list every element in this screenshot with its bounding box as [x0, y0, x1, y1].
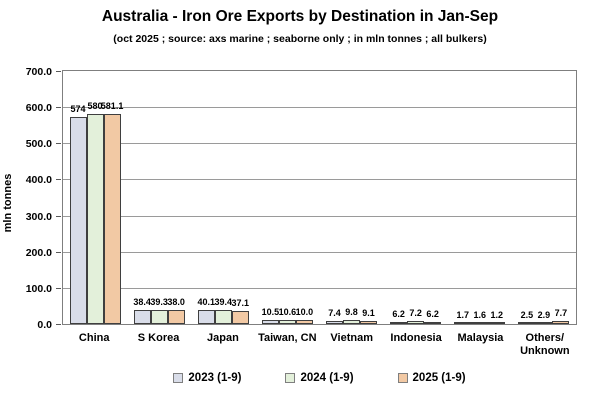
bar [167, 310, 185, 324]
bar-label: 580 [87, 101, 103, 111]
bar [197, 310, 215, 324]
bar [261, 320, 279, 324]
legend-swatch [173, 373, 184, 383]
bar [133, 310, 151, 324]
y-tick-mark [56, 179, 61, 181]
bar-label: 7.7 [554, 308, 568, 318]
x-category-label: S Korea [137, 332, 180, 344]
bar [518, 322, 536, 324]
bar-label: 574 [70, 104, 86, 114]
bar-label: 10.6 [278, 307, 297, 317]
gridline [63, 287, 576, 289]
bar-label: 9.1 [362, 308, 375, 318]
x-axis-categories: China S Korea Japan Taiwan, CN Vietnam Indone… [62, 332, 577, 358]
bar [214, 310, 232, 324]
bar [360, 321, 378, 324]
bar [471, 322, 489, 324]
bar [424, 322, 442, 324]
x-category-label: Others/ Unknown [520, 332, 570, 357]
legend: 2023 (1-9) 2024 (1-9) 2025 (1-9) [62, 372, 577, 384]
bar [488, 322, 506, 324]
plot-area: 574 38.4 40.1 10.5 7.4 6.2 1.7 2.5 580 39.3 39.4 10… [62, 70, 577, 325]
x-category-label: Vietnam [330, 332, 373, 344]
bar-label: 38.0 [167, 297, 185, 307]
bar [69, 117, 87, 324]
bar-label: 9.8 [345, 307, 358, 317]
bar [86, 114, 104, 324]
bar [231, 311, 249, 324]
y-tick-mark [56, 71, 61, 72]
y-tick-label: 600.0 [25, 102, 52, 115]
bar-label: 7.4 [328, 308, 341, 318]
y-tick-mark [56, 287, 61, 289]
bar [326, 321, 344, 324]
bar-label: 39.3 [150, 297, 168, 307]
bar-label: 10.0 [295, 307, 314, 317]
x-category-label: China [78, 332, 110, 344]
bar [407, 321, 425, 324]
bar-label: 1.2 [490, 310, 504, 320]
bar [454, 322, 472, 324]
bar [103, 114, 121, 324]
bar [343, 320, 361, 324]
gridline [63, 251, 576, 253]
x-category-label: Japan [207, 332, 239, 344]
y-tick-label: 300.0 [25, 210, 52, 223]
legend-swatch [285, 373, 296, 383]
bar [150, 310, 168, 324]
legend-item: 2024 (1-9) [285, 372, 354, 384]
gridline [63, 107, 576, 109]
bar-label: 2.5 [520, 310, 534, 320]
gridline [63, 143, 576, 145]
bar-label: 7.2 [409, 308, 422, 318]
bar-label: 38.4 [133, 297, 151, 307]
y-tick-mark [56, 251, 61, 253]
legend-swatch [397, 373, 408, 383]
legend-item: 2025 (1-9) [397, 372, 466, 384]
bar-label: 6.2 [392, 309, 405, 319]
y-tick-mark [56, 143, 61, 145]
legend-item: 2023 (1-9) [173, 372, 241, 384]
bar-label: 37.1 [231, 298, 250, 308]
bar [535, 322, 553, 324]
x-category-label: Indonesia [390, 332, 442, 344]
bar-label: 581.1 [100, 101, 124, 111]
y-tick-mark [56, 324, 61, 325]
y-tick-label: 200.0 [25, 246, 52, 259]
legend-label: 2023 (1-9) [188, 372, 242, 384]
legend-label: 2024 (1-9) [300, 372, 354, 384]
y-tick-label: 400.0 [25, 174, 52, 187]
bar-label: 40.1 [197, 297, 216, 307]
gridline [63, 179, 576, 181]
legend-label: 2025 (1-9) [412, 372, 466, 384]
chart-title: Australia - Iron Ore Exports by Destinat… [101, 8, 499, 25]
y-tick-label: 500.0 [25, 138, 52, 151]
bar [552, 321, 570, 324]
bar-label: 10.5 [261, 307, 280, 317]
bar-label: 1.6 [473, 310, 487, 320]
y-tick-label: 100.0 [25, 282, 52, 295]
gridline [63, 215, 576, 217]
bar-label: 2.9 [537, 310, 551, 320]
x-category-label: Malaysia [457, 332, 504, 344]
bar [295, 320, 313, 324]
bar [278, 320, 296, 324]
y-tick-label: 700.0 [25, 66, 52, 78]
chart-subtitle: (oct 2025 ; source: axs marine ; seaborn… [113, 33, 487, 45]
y-axis: 0.0 100.0 200.0 300.0 400.0 500.0 600.0 700.0 [0, 66, 62, 331]
y-tick-mark [56, 215, 61, 217]
y-tick-label: 0.0 [37, 319, 52, 331]
bar-label: 6.2 [426, 309, 439, 319]
bar [390, 322, 408, 324]
bar-label: 1.7 [456, 310, 470, 320]
bar-label: 39.4 [214, 297, 233, 307]
x-category-label: Taiwan, CN [258, 332, 317, 344]
y-tick-mark [56, 107, 61, 109]
